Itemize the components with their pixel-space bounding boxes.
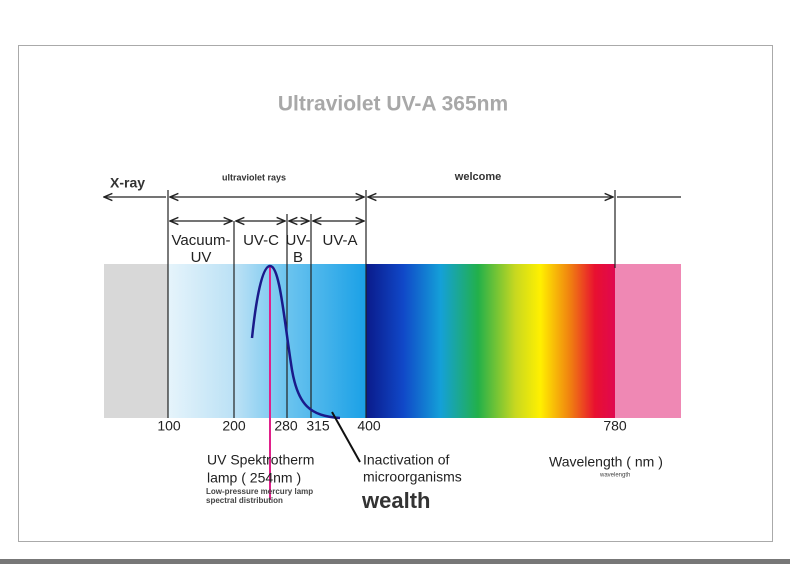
note: spectral distribution (206, 496, 283, 505)
note: microorganisms (363, 469, 462, 485)
axis-sub: wavelength (599, 473, 630, 479)
tick-label: 100 (157, 418, 181, 434)
axis-label: Wavelength ( nm ) (549, 454, 663, 470)
note: UV Spektrotherm (207, 452, 314, 468)
band-label: UV (191, 249, 212, 266)
ir-band (615, 264, 681, 418)
title: Ultraviolet UV-A 365nm (278, 93, 508, 116)
band-label: Vacuum- (172, 232, 231, 249)
visible-label: welcome (454, 171, 501, 183)
band-label: UV-A (322, 232, 357, 249)
tick-label: 315 (306, 418, 330, 434)
xray-label: X-ray (110, 175, 145, 191)
pointer (331, 411, 361, 463)
xray-band (104, 264, 168, 418)
tick-label: 780 (603, 418, 627, 434)
band-label: UV- (285, 232, 310, 249)
band-label: UV-C (243, 232, 279, 249)
wealth: wealth (361, 488, 430, 513)
note: Low-pressure mercury lamp (206, 487, 313, 496)
uv-label: ultraviolet rays (222, 172, 286, 182)
arrows (104, 197, 681, 221)
band-label: B (293, 249, 303, 266)
visible-band (366, 264, 615, 418)
tick-label: 400 (357, 418, 381, 434)
tick-label: 280 (274, 418, 298, 434)
note: Inactivation of (363, 452, 449, 468)
dividers (167, 190, 616, 418)
bottom-bar (0, 559, 790, 564)
tick-label: 200 (222, 418, 246, 434)
lamp-curve (250, 264, 341, 420)
uv-band (168, 264, 366, 418)
note: lamp ( 254nm ) (207, 470, 301, 486)
